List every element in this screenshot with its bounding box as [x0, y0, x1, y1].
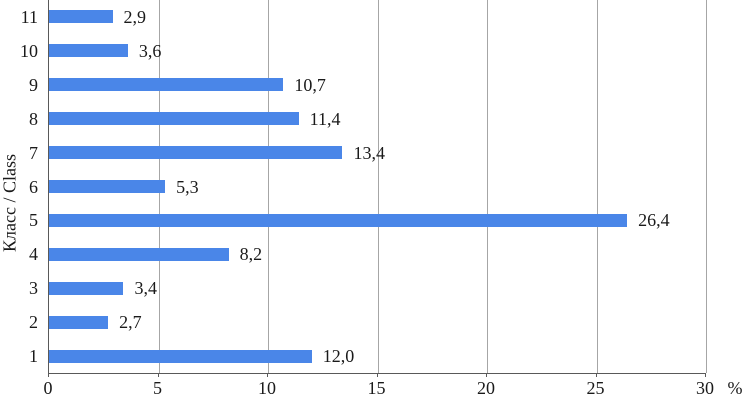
bar-value-label-class-10: 3,6 — [138, 40, 162, 61]
bar-value-label-class-8: 11,4 — [309, 108, 341, 129]
gridline-x-20 — [487, 0, 488, 373]
category-label-class-10: 10 — [20, 40, 38, 61]
category-label-class-11: 11 — [20, 6, 38, 27]
x-axis-tick-5 — [157, 373, 159, 377]
x-tick-label-30: 30 — [696, 378, 714, 398]
bar-class-7 — [49, 146, 343, 160]
gridline-x-15 — [377, 0, 379, 373]
category-label-class-2: 2 — [29, 312, 38, 333]
bar-class-11 — [49, 10, 113, 24]
x-axis-unit-label: % — [727, 378, 743, 398]
x-axis-tick-15 — [376, 373, 378, 377]
x-axis-tick-20 — [486, 373, 487, 377]
category-label-class-9: 9 — [29, 74, 38, 95]
x-axis-tick-10 — [267, 373, 268, 377]
plot-area: 2,9 3,6 10,7 11,4 13,4 5,3 26,4 8,2 3,4 2,7 12,0 — [48, 0, 707, 374]
gridline-x-30 — [706, 0, 707, 373]
bar-value-label-class-5: 26,4 — [638, 210, 670, 231]
bar-class-2 — [49, 315, 109, 329]
bar-class-10 — [49, 44, 128, 58]
x-tick-label-0: 0 — [43, 378, 53, 398]
x-tick-label-5: 5 — [153, 378, 162, 398]
category-label-class-4: 4 — [29, 244, 38, 265]
category-label-class-8: 8 — [29, 108, 38, 129]
bar-value-label-class-2: 2,7 — [119, 312, 142, 333]
bar-class-3 — [49, 281, 124, 295]
bar-class-4 — [49, 247, 229, 261]
x-tick-label-15: 15 — [367, 378, 386, 398]
x-axis-tick-0 — [48, 373, 49, 377]
bar-value-label-class-3: 3,4 — [134, 278, 157, 299]
bar-class-8 — [49, 112, 299, 126]
bar-class-1 — [49, 349, 312, 363]
category-label-class-1: 1 — [29, 346, 38, 367]
x-tick-label-10: 10 — [258, 378, 276, 398]
gridline-x-25 — [596, 0, 598, 373]
bar-class-5 — [49, 213, 628, 227]
category-label-class-6: 6 — [29, 176, 38, 197]
bar-value-label-class-11: 2,9 — [123, 6, 147, 27]
x-tick-label-25: 25 — [586, 378, 605, 398]
x-tick-label-20: 20 — [477, 378, 495, 398]
bar-value-label-class-4: 8,2 — [239, 244, 263, 265]
category-label-class-5: 5 — [29, 210, 38, 231]
bar-class-6 — [49, 180, 166, 193]
category-label-class-7: 7 — [29, 142, 38, 163]
bar-value-label-class-7: 13,4 — [353, 142, 385, 163]
y-axis-title: Класс / Class — [0, 154, 20, 252]
x-axis-tick-25 — [595, 373, 597, 377]
bar-value-label-class-6: 5,3 — [176, 176, 199, 197]
bar-value-label-class-9: 10,7 — [294, 74, 326, 95]
gridline-x-10 — [268, 0, 269, 373]
bar-class-9 — [49, 78, 284, 92]
category-label-class-3: 3 — [29, 278, 38, 299]
x-axis-tick-30 — [705, 373, 706, 377]
bar-value-label-class-1: 12,0 — [322, 346, 355, 367]
